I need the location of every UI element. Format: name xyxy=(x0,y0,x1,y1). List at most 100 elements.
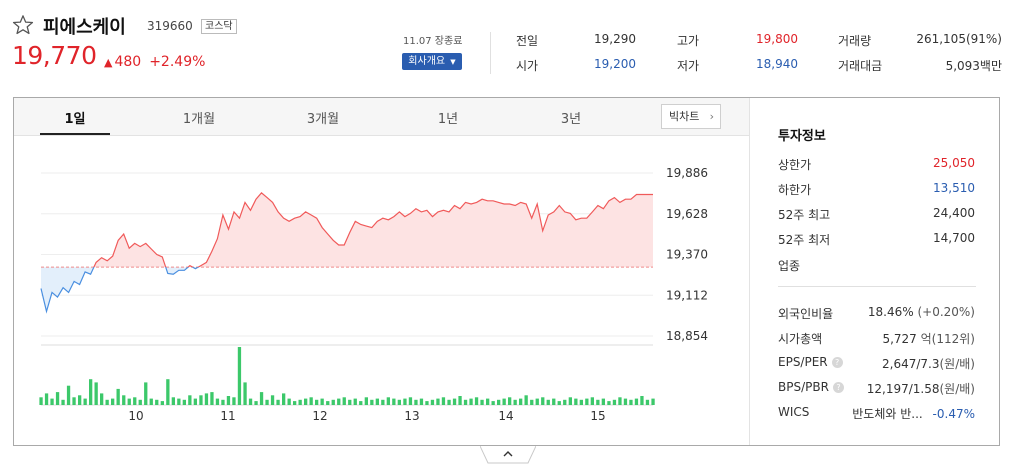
wics-change: -0.47% xyxy=(932,407,975,421)
volume-bar xyxy=(497,399,501,405)
volume-bar xyxy=(348,399,352,405)
volume-bar xyxy=(50,398,54,405)
bps-pbr: 12,197/1.58(원/배) xyxy=(867,380,975,397)
bps-pbr-value: 12,197/1.58 xyxy=(866,382,940,396)
bps-pbr-label: BPS/PBR? xyxy=(778,380,844,394)
volume-bar xyxy=(66,385,71,405)
x-tick-label: 11 xyxy=(220,409,235,423)
volume-bar xyxy=(193,398,197,405)
volume-bar xyxy=(452,398,457,405)
big-chart-button[interactable]: 빅차트 › xyxy=(661,104,721,129)
wics[interactable]: 반도체와 반... -0.47% xyxy=(852,405,975,422)
help-icon[interactable]: ? xyxy=(831,357,843,368)
volume-bar xyxy=(337,398,341,405)
tab-1year[interactable]: 1년 xyxy=(437,112,459,127)
tab-3month[interactable]: 3개월 xyxy=(306,112,340,127)
volume-bar xyxy=(541,397,545,405)
volume-bar xyxy=(326,401,330,405)
volume-bar xyxy=(552,398,556,405)
volume-bar xyxy=(199,395,203,405)
volume-bar xyxy=(530,399,534,405)
stock-code: 319660 xyxy=(147,19,193,33)
tab-3year[interactable]: 3년 xyxy=(560,112,582,127)
big-chart-label: 빅차트 xyxy=(669,110,700,123)
volume-bar xyxy=(524,395,528,405)
eps-per-label: EPS/PER? xyxy=(778,355,843,369)
foreign-ratio-change: (+0.20%) xyxy=(917,305,975,319)
volume-bar xyxy=(111,398,115,405)
volume-bar xyxy=(39,397,43,405)
volume-bar xyxy=(83,398,87,405)
volume-bar xyxy=(243,382,247,405)
price-area-up xyxy=(93,192,653,268)
volume-bar xyxy=(370,399,374,405)
volume-bar xyxy=(282,393,286,405)
volume-bar xyxy=(535,398,539,405)
volume-bar xyxy=(430,399,435,405)
volume-bar xyxy=(78,395,82,405)
volume-bar xyxy=(309,397,313,405)
volume-bar xyxy=(491,401,495,405)
low-value: 18,940 xyxy=(756,57,798,71)
eps-per-unit: (원/배) xyxy=(939,357,976,371)
tab-1month[interactable]: 1개월 xyxy=(182,112,216,127)
bps-pbr-unit: (원/배) xyxy=(939,382,976,396)
volume-bar xyxy=(585,398,589,405)
collapse-toggle[interactable] xyxy=(480,446,536,464)
volume-bar xyxy=(133,397,137,405)
up-triangle-icon: ▲ xyxy=(104,56,113,69)
volume-bar xyxy=(259,392,264,405)
high-label: 고가 xyxy=(677,34,700,48)
y-tick-label: 19,628 xyxy=(666,207,708,221)
dropdown-caret-icon: ▼ xyxy=(450,58,456,66)
volume-bar xyxy=(375,398,379,405)
stock-name: 피에스케이 xyxy=(43,17,126,38)
company-overview-label: 회사개요 xyxy=(408,56,446,67)
market-cap-label: 시가총액 xyxy=(778,332,823,346)
volume-bar xyxy=(44,393,49,405)
y-tick-label: 18,854 xyxy=(666,329,708,343)
volume-bar xyxy=(226,396,231,405)
volume-bar xyxy=(182,399,186,405)
volume-bar xyxy=(122,395,126,405)
volume-bar xyxy=(293,401,297,405)
volume-bar xyxy=(486,398,490,405)
market-badge: 코스닥 xyxy=(201,19,237,34)
x-tick-label: 12 xyxy=(312,409,327,423)
volume-bar xyxy=(612,399,617,405)
eps-per: 2,647/7.3(원/배) xyxy=(882,355,975,372)
volume-bar xyxy=(210,392,214,405)
trade-amount-label: 거래대금 xyxy=(838,59,883,73)
volume-bar xyxy=(304,398,308,405)
volume-bar xyxy=(596,399,600,405)
volume-bar xyxy=(458,396,462,405)
volume-bar xyxy=(55,392,60,405)
favorite-star-icon[interactable] xyxy=(12,14,34,36)
eps-per-value: 2,647/7.3 xyxy=(882,357,940,371)
market-cap: 5,727 억(112위) xyxy=(882,330,975,347)
x-tick-label: 14 xyxy=(498,409,513,423)
volume-bar xyxy=(436,398,440,405)
volume-bar xyxy=(270,395,275,405)
volume-bar xyxy=(557,401,561,405)
prev-close-value: 19,290 xyxy=(594,32,636,46)
volume-bar xyxy=(359,401,363,405)
volume-bar xyxy=(138,399,142,405)
volume-value: 261,105(91%) xyxy=(916,32,1002,46)
volume-bar xyxy=(607,401,611,405)
volume-bar xyxy=(237,347,242,405)
industry-label: 업종 xyxy=(778,259,801,273)
volume-bar xyxy=(160,401,164,405)
open-value: 19,200 xyxy=(594,57,636,71)
volume-bar xyxy=(232,397,236,405)
volume-bar xyxy=(640,396,644,405)
help-icon[interactable]: ? xyxy=(832,382,844,393)
volume-bar xyxy=(513,399,517,405)
volume-bar xyxy=(508,397,512,405)
volume-bar xyxy=(447,399,451,405)
volume-bar xyxy=(254,401,258,405)
volume-bar xyxy=(287,398,291,405)
volume-bar xyxy=(276,399,280,405)
tab-1day[interactable]: 1일 xyxy=(64,112,86,127)
company-overview-button[interactable]: 회사개요 ▼ xyxy=(402,53,462,70)
